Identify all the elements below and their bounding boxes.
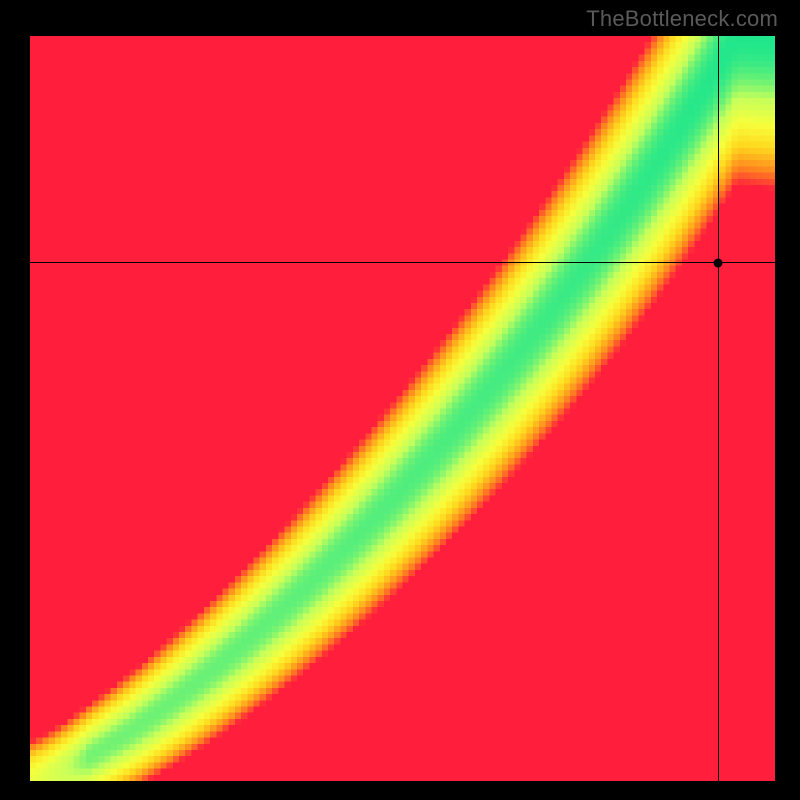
heatmap-canvas [30,36,775,781]
crosshair-horizontal [30,262,775,263]
chart-container: TheBottleneck.com [0,0,800,800]
crosshair-dot [714,258,723,267]
watermark: TheBottleneck.com [586,6,778,32]
heatmap-plot [30,36,775,781]
crosshair-vertical [718,36,719,781]
